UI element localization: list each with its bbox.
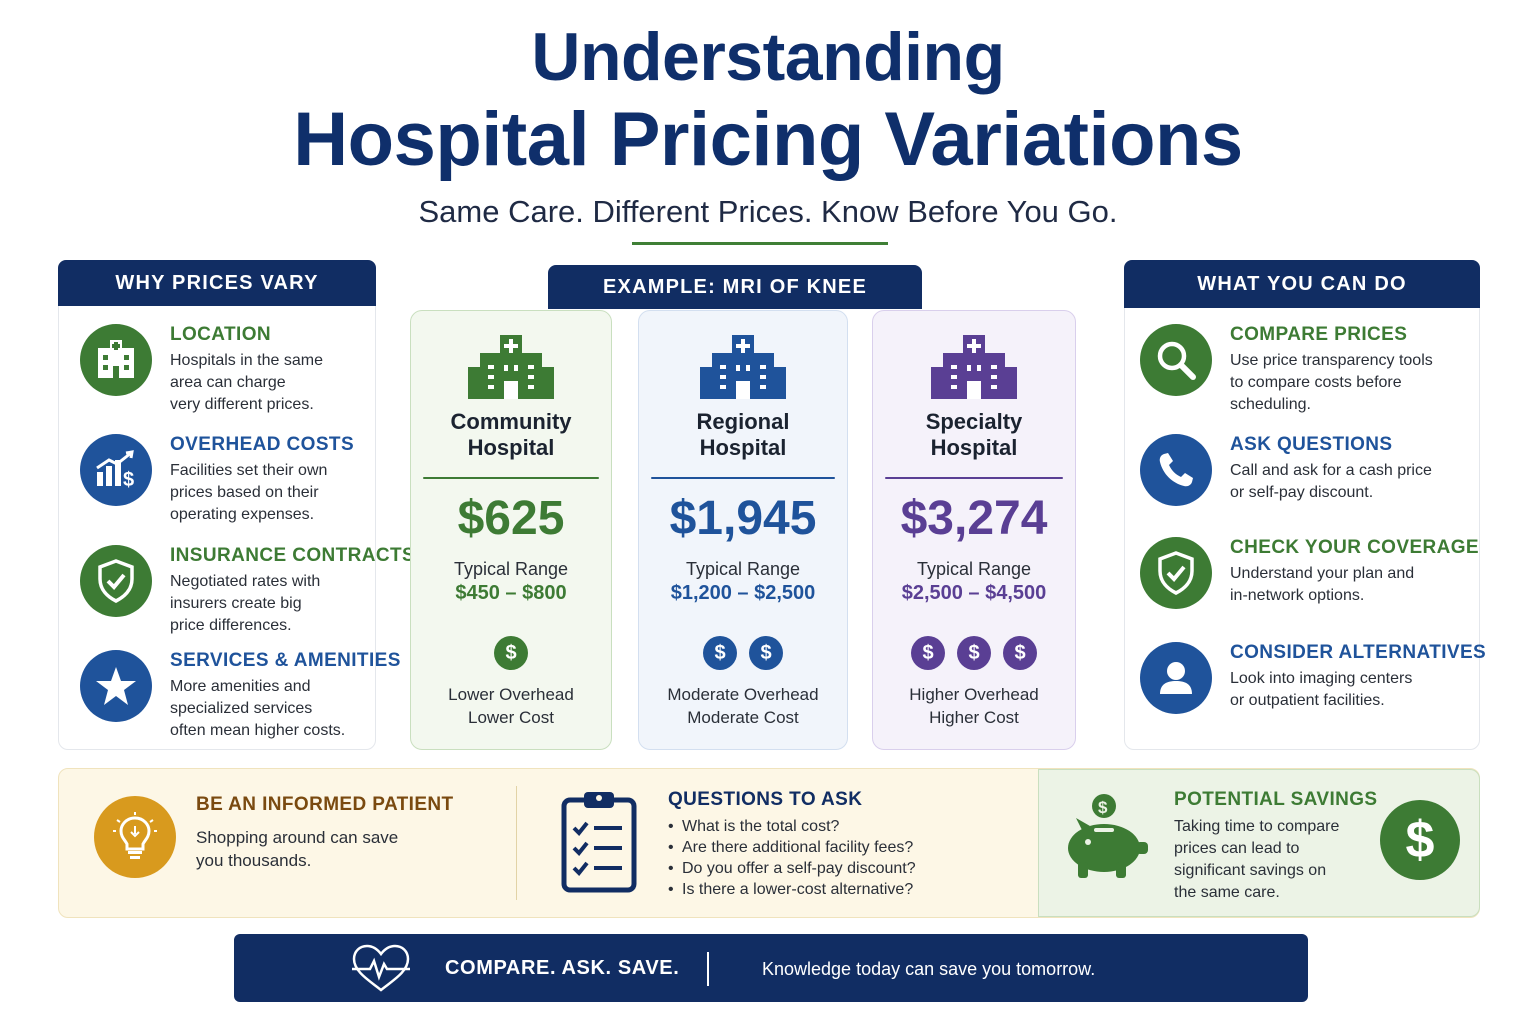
why-item-title: LOCATION [170, 324, 272, 345]
piggy-bank-icon: $ [1058, 792, 1154, 887]
card-divider [651, 477, 835, 479]
range-label: Typical Range [916, 559, 1032, 579]
range-label: Typical Range [453, 559, 569, 579]
savings-title: POTENTIAL SAVINGS [1174, 789, 1378, 810]
hospital-card-specialty: Specialty Hospital $3,274 Typical Range … [872, 310, 1076, 750]
action-item-desc: Call and ask for a cash price or self-pa… [1230, 462, 1432, 501]
footer-divider [707, 952, 709, 986]
hospital-building-icon [929, 331, 1019, 406]
hospital-name: Community Hospital [450, 409, 572, 460]
action-item-compare: COMPARE PRICES Use price transparency to… [1140, 324, 1433, 416]
action-item-desc: Look into imaging centers or outpatient … [1230, 670, 1413, 709]
why-item-services: SERVICES & AMENITIES More amenities and … [80, 650, 401, 742]
action-item-ask: ASK QUESTIONS Call and ask for a cash pr… [1140, 434, 1432, 506]
dollar-icon: $ [957, 636, 991, 670]
example-heading: EXAMPLE: MRI OF KNEE [548, 265, 922, 309]
title-divider [632, 242, 888, 245]
shield-check-icon [80, 545, 152, 617]
why-item-title: SERVICES & AMENITIES [170, 650, 401, 671]
page-subtitle: Same Care. Different Prices. Know Before… [418, 194, 1118, 229]
hospital-building-icon [80, 324, 152, 396]
why-item-desc: Facilities set their own prices based on… [170, 462, 328, 523]
hospital-price: $625 [457, 492, 565, 545]
action-item-desc: Understand your plan and in-network opti… [1230, 565, 1415, 604]
action-item-coverage: CHECK YOUR COVERAGE Understand your plan… [1140, 537, 1479, 609]
action-item-alternatives: CONSIDER ALTERNATIVES Look into imaging … [1140, 642, 1486, 714]
svg-text:$: $ [123, 469, 134, 490]
hospital-name: Regional Hospital [696, 409, 790, 460]
informed-title: BE AN INFORMED PATIENT [196, 794, 454, 815]
action-item-title: CONSIDER ALTERNATIVES [1230, 642, 1487, 663]
dollar-badge-icon: $ [1380, 800, 1460, 880]
dollar-icon: $ [1003, 636, 1037, 670]
dollar-rating: $ [411, 636, 611, 670]
action-item-title: ASK QUESTIONS [1230, 434, 1393, 455]
card-divider [885, 477, 1063, 479]
footer-slogan: COMPARE. ASK. SAVE. [445, 957, 680, 979]
shield-check-icon [1140, 537, 1212, 609]
why-item-title: INSURANCE CONTRACTS [170, 545, 416, 566]
savings-text: Taking time to compare prices can lead t… [1174, 818, 1340, 901]
hospital-range: $450 – $800 [455, 582, 567, 604]
hospital-range: $1,200 – $2,500 [670, 582, 816, 604]
hospital-range: $2,500 – $4,500 [901, 582, 1047, 604]
questions-title: QUESTIONS TO ASK [668, 789, 863, 810]
why-item-insurance: INSURANCE CONTRACTS Negotiated rates wit… [80, 545, 415, 637]
dollar-icon: $ [911, 636, 945, 670]
heart-pulse-icon [350, 944, 412, 999]
hospital-price: $1,945 [669, 492, 817, 545]
star-icon [80, 650, 152, 722]
svg-text:$: $ [1098, 798, 1108, 817]
questions-list: • What is the total cost? • Are there addi… [668, 816, 916, 900]
hospital-building-icon [698, 331, 788, 406]
hospital-note: Higher Overhead Higher Cost [909, 685, 1039, 727]
phone-icon [1140, 434, 1212, 506]
range-label: Typical Range [685, 559, 801, 579]
what-you-can-do-heading: WHAT YOU CAN DO [1124, 260, 1480, 308]
lightbulb-icon [94, 796, 176, 878]
dollar-rating: $ $ [639, 636, 847, 670]
page-title-line2: Hospital Pricing Variations [293, 97, 1243, 182]
why-item-desc: Negotiated rates with insurers create bi… [170, 573, 321, 634]
why-item-location: LOCATION Hospitals in the same area can … [80, 324, 323, 416]
person-icon [1140, 642, 1212, 714]
dollar-icon: $ [703, 636, 737, 670]
list-item: • Is there a lower-cost alternative? [668, 881, 914, 898]
hospital-price: $3,274 [900, 492, 1048, 545]
card-divider [423, 477, 599, 479]
informed-text: Shopping around can save you thousands. [196, 828, 399, 870]
action-item-title: CHECK YOUR COVERAGE [1230, 537, 1480, 558]
why-item-title: OVERHEAD COSTS [170, 434, 355, 455]
dollar-icon: $ [749, 636, 783, 670]
clipboard-checklist-icon [560, 790, 638, 899]
list-item: • Do you offer a self-pay discount? [668, 860, 916, 877]
hospital-name: Specialty Hospital [925, 409, 1023, 460]
chart-dollar-icon: $ [80, 434, 152, 506]
why-item-overhead: $ OVERHEAD COSTS Facilities set their ow… [80, 434, 354, 526]
list-item: • Are there additional facility fees? [668, 839, 914, 856]
hospital-card-community: Community Hospital $625 Typical Range $4… [410, 310, 612, 750]
list-item: • What is the total cost? [668, 818, 840, 835]
action-item-title: COMPARE PRICES [1230, 324, 1408, 345]
magnifier-icon [1140, 324, 1212, 396]
band-divider [516, 786, 517, 900]
hospital-note: Moderate Overhead Moderate Cost [667, 685, 819, 727]
hospital-card-regional: Regional Hospital $1,945 Typical Range $… [638, 310, 848, 750]
dollar-rating: $ $ $ [873, 636, 1075, 670]
action-item-desc: Use price transparency tools to compare … [1230, 352, 1433, 413]
why-item-desc: Hospitals in the same area can charge ve… [170, 352, 323, 413]
hospital-note: Lower Overhead Lower Cost [448, 685, 574, 727]
dollar-icon: $ [494, 636, 528, 670]
why-item-desc: More amenities and specialized services … [170, 678, 346, 739]
footer-tagline: Knowledge today can save you tomorrow. [762, 959, 1096, 979]
page-title-line1: Understanding [531, 19, 1005, 95]
footer-bar [234, 934, 1308, 1002]
hospital-building-icon [466, 331, 556, 406]
why-prices-vary-heading: WHY PRICES VARY [58, 260, 376, 306]
